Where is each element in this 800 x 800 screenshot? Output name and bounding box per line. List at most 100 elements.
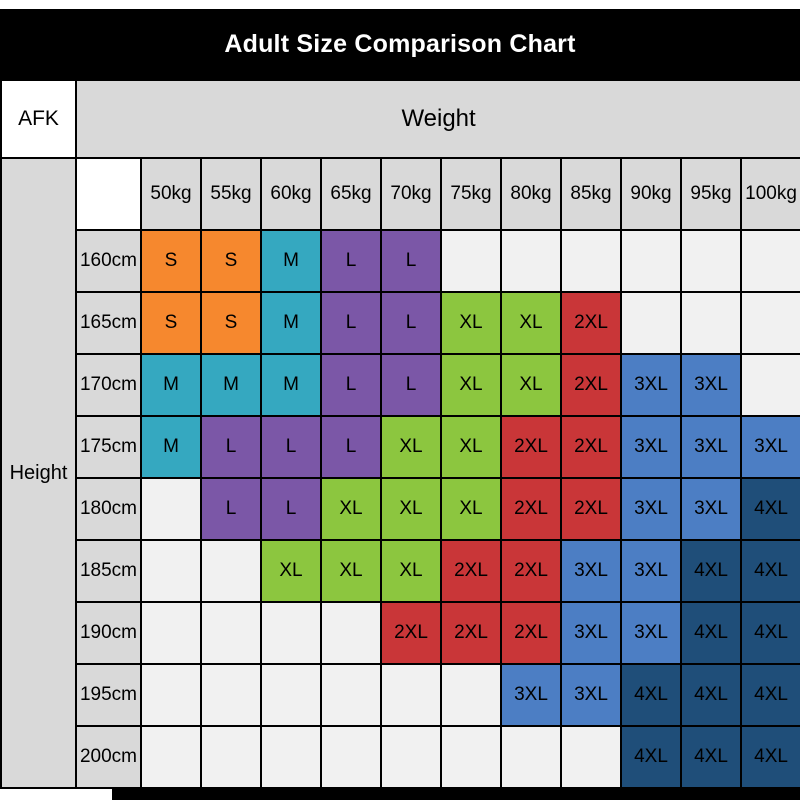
size-cell-175cm-95kg: 3XL <box>680 415 742 479</box>
size-cell-175cm-85kg: 2XL <box>560 415 622 479</box>
weight-tick-95kg: 95kg <box>680 157 742 231</box>
size-cell-190cm-95kg: 4XL <box>680 601 742 665</box>
size-cell-165cm-65kg: L <box>320 291 382 355</box>
size-cell-185cm-85kg: 3XL <box>560 539 622 603</box>
size-cell-180cm-80kg: 2XL <box>500 477 562 541</box>
size-cell-190cm-85kg: 3XL <box>560 601 622 665</box>
size-cell-200cm-95kg: 4XL <box>680 725 742 789</box>
size-cell-170cm-60kg: M <box>260 353 322 417</box>
row-190cm: 190cm 2XL 2XL 2XL 3XL 3XL 4XL 4XL <box>1 601 800 665</box>
height-tick-165cm: 165cm <box>75 291 142 355</box>
height-tick-170cm: 170cm <box>75 353 142 417</box>
bottom-black-strip <box>112 789 800 800</box>
empty-cell-165cm-90kg <box>620 291 682 355</box>
size-cell-165cm-55kg: S <box>200 291 262 355</box>
size-cell-165cm-85kg: 2XL <box>560 291 622 355</box>
size-cell-180cm-55kg: L <box>200 477 262 541</box>
size-cell-185cm-70kg: XL <box>380 539 442 603</box>
empty-cell-160cm-75kg <box>440 229 502 293</box>
weight-tick-65kg: 65kg <box>320 157 382 231</box>
size-cell-180cm-60kg: L <box>260 477 322 541</box>
size-cell-170cm-70kg: L <box>380 353 442 417</box>
size-cell-165cm-60kg: M <box>260 291 322 355</box>
empty-cell-195cm-75kg <box>440 663 502 727</box>
size-cell-185cm-95kg: 4XL <box>680 539 742 603</box>
size-cell-185cm-90kg: 3XL <box>620 539 682 603</box>
size-cell-190cm-70kg: 2XL <box>380 601 442 665</box>
empty-cell-200cm-75kg <box>440 725 502 789</box>
size-cell-165cm-70kg: L <box>380 291 442 355</box>
empty-cell-200cm-85kg <box>560 725 622 789</box>
weight-tick-75kg: 75kg <box>440 157 502 231</box>
size-comparison-table: AFK Weight Height 50kg 55kg 60kg 65kg 70kg 75… <box>0 79 800 789</box>
size-cell-180cm-95kg: 3XL <box>680 477 742 541</box>
empty-cell-195cm-65kg <box>320 663 382 727</box>
size-cell-160cm-70kg: L <box>380 229 442 293</box>
size-cell-195cm-100kg: 4XL <box>739 663 800 727</box>
size-cell-170cm-80kg: XL <box>500 353 562 417</box>
row-170cm: 170cm M M M L L XL XL 2XL 3XL 3XL <box>1 353 800 417</box>
weight-tick-80kg: 80kg <box>500 157 562 231</box>
size-cell-200cm-100kg: 4XL <box>739 725 800 789</box>
size-cell-175cm-75kg: XL <box>440 415 502 479</box>
size-cell-200cm-90kg: 4XL <box>620 725 682 789</box>
row-200cm: 200cm 4XL 4XL 4XL <box>1 725 800 789</box>
size-cell-170cm-65kg: L <box>320 353 382 417</box>
size-cell-170cm-85kg: 2XL <box>560 353 622 417</box>
size-cell-165cm-75kg: XL <box>440 291 502 355</box>
chart-title: Adult Size Comparison Chart <box>0 9 800 79</box>
size-cell-170cm-50kg: M <box>140 353 202 417</box>
empty-cell-160cm-80kg <box>500 229 562 293</box>
size-cell-190cm-80kg: 2XL <box>500 601 562 665</box>
row-195cm: 195cm 3XL 3XL 4XL 4XL 4XL <box>1 663 800 727</box>
empty-cell-160cm-90kg <box>620 229 682 293</box>
weight-tick-55kg: 55kg <box>200 157 262 231</box>
weight-tick-90kg: 90kg <box>620 157 682 231</box>
size-cell-175cm-55kg: L <box>200 415 262 479</box>
size-cell-185cm-80kg: 2XL <box>500 539 562 603</box>
size-cell-170cm-90kg: 3XL <box>620 353 682 417</box>
empty-cell-200cm-55kg <box>200 725 262 789</box>
weight-tick-70kg: 70kg <box>380 157 442 231</box>
size-cell-180cm-100kg: 4XL <box>739 477 800 541</box>
size-cell-180cm-65kg: XL <box>320 477 382 541</box>
empty-cell-165cm-95kg <box>680 291 742 355</box>
weight-tick-85kg: 85kg <box>560 157 622 231</box>
weight-tick-60kg: 60kg <box>260 157 322 231</box>
size-cell-195cm-85kg: 3XL <box>560 663 622 727</box>
corner-label: AFK <box>0 79 77 159</box>
weight-tick-50kg: 50kg <box>140 157 202 231</box>
height-tick-160cm: 160cm <box>75 229 142 293</box>
corner-empty-cell <box>75 157 142 231</box>
row-185cm: 185cm XL XL XL 2XL 2XL 3XL 3XL 4XL 4XL <box>1 539 800 603</box>
empty-cell-200cm-60kg <box>260 725 322 789</box>
size-cell-185cm-100kg: 4XL <box>739 539 800 603</box>
empty-cell-200cm-70kg <box>380 725 442 789</box>
size-cell-180cm-90kg: 3XL <box>620 477 682 541</box>
empty-cell-160cm-100kg <box>739 229 800 293</box>
size-cell-170cm-95kg: 3XL <box>680 353 742 417</box>
empty-cell-190cm-50kg <box>140 601 202 665</box>
size-cell-190cm-90kg: 3XL <box>620 601 682 665</box>
empty-cell-200cm-50kg <box>140 725 202 789</box>
empty-cell-160cm-85kg <box>560 229 622 293</box>
empty-cell-180cm-50kg <box>140 477 202 541</box>
height-axis-label: Height <box>0 157 77 789</box>
size-cell-160cm-60kg: M <box>260 229 322 293</box>
size-cell-175cm-70kg: XL <box>380 415 442 479</box>
size-cell-160cm-50kg: S <box>140 229 202 293</box>
size-cell-175cm-50kg: M <box>140 415 202 479</box>
empty-cell-195cm-70kg <box>380 663 442 727</box>
empty-cell-160cm-95kg <box>680 229 742 293</box>
empty-cell-195cm-55kg <box>200 663 262 727</box>
height-tick-200cm: 200cm <box>75 725 142 789</box>
size-cell-175cm-100kg: 3XL <box>739 415 800 479</box>
size-cell-170cm-55kg: M <box>200 353 262 417</box>
size-cell-170cm-75kg: XL <box>440 353 502 417</box>
afk-weight-row: AFK Weight <box>0 79 800 159</box>
size-cell-185cm-75kg: 2XL <box>440 539 502 603</box>
size-cell-165cm-80kg: XL <box>500 291 562 355</box>
size-cell-165cm-50kg: S <box>140 291 202 355</box>
empty-cell-195cm-50kg <box>140 663 202 727</box>
